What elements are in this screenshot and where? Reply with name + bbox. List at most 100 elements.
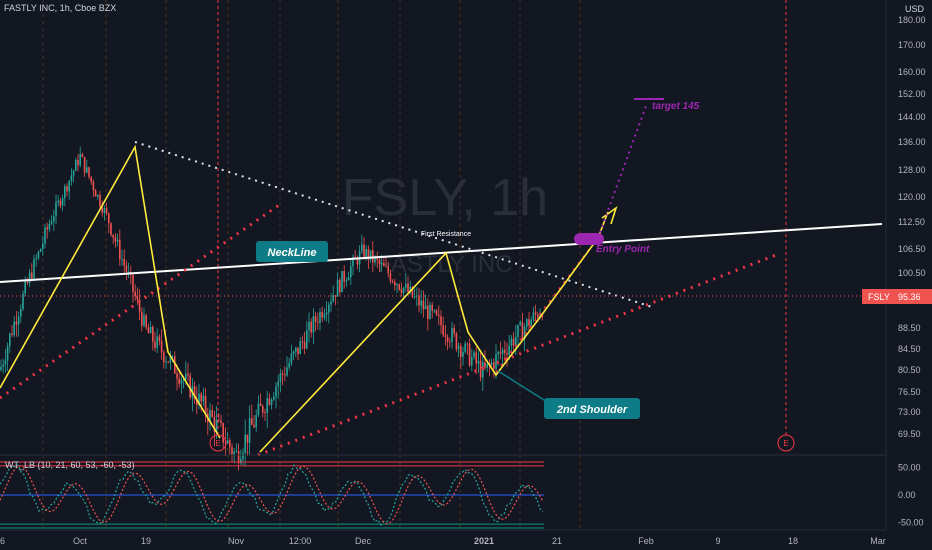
price-tick-label: 112.50 [898, 217, 925, 227]
candle-body [24, 281, 26, 294]
candle-body [306, 330, 308, 349]
time-tick-label: 2021 [474, 536, 494, 546]
candle-body [165, 361, 167, 363]
candle-body [365, 248, 367, 258]
target-label: target 145 [652, 101, 700, 112]
shoulder-callout[interactable] [544, 398, 640, 419]
price-tick-label: 73.00 [898, 407, 921, 417]
candle-body [83, 156, 86, 173]
candle-body [42, 243, 44, 250]
candle-body [204, 395, 207, 414]
candle-body [383, 262, 385, 266]
price-axis[interactable] [886, 0, 932, 550]
candle-body [185, 373, 187, 380]
price-tick-label: 106.50 [898, 244, 926, 254]
candle-body [121, 259, 123, 260]
candle-body [504, 349, 506, 354]
time-tick-label: 12:00 [289, 536, 312, 546]
candle-body [90, 176, 92, 182]
candle-body [262, 406, 264, 413]
candle-body [394, 281, 396, 286]
time-axis[interactable] [0, 530, 932, 550]
candle-body [339, 279, 341, 293]
first-resistance-label: First Resistance [421, 231, 471, 238]
candle-body [431, 304, 433, 311]
candle-body [308, 321, 310, 331]
earnings-marker-2[interactable] [777, 434, 795, 452]
candle-body [277, 381, 279, 387]
candle-body [255, 415, 257, 428]
candle-body [440, 316, 442, 326]
candle-body [103, 208, 106, 213]
entry-point-marker[interactable] [574, 233, 604, 245]
neckline-callout[interactable] [256, 241, 328, 262]
candle-body [213, 416, 216, 432]
earnings-marker-1-label: E [215, 439, 220, 448]
candle-body [372, 250, 374, 263]
candle-body [323, 314, 326, 318]
candle-body [224, 442, 227, 444]
candle-body [347, 277, 350, 281]
candle-body [233, 451, 235, 455]
time-tick-label: 18 [788, 536, 798, 546]
price-tick-label: 160.00 [898, 67, 926, 77]
candle-body [266, 398, 268, 414]
candle-body [317, 321, 319, 323]
candle-body [380, 262, 383, 265]
candle-body [387, 266, 389, 274]
candle-body [149, 327, 152, 334]
candle-body [427, 305, 429, 320]
candle-body [235, 450, 238, 452]
oscillator-pane [0, 461, 544, 529]
left-trend-dotted-line[interactable] [0, 201, 283, 400]
candle-body [116, 239, 119, 242]
candle-body [174, 356, 176, 374]
candle-body [218, 419, 220, 421]
candle-body [240, 459, 242, 464]
candle-body [400, 289, 403, 294]
candle-body [119, 239, 121, 260]
candle-body [242, 453, 244, 460]
osc-tick-label: 50.00 [898, 463, 921, 473]
candle-body [180, 379, 183, 384]
left-shoulder-path[interactable] [0, 144, 221, 439]
candle-body [105, 208, 108, 214]
candle-body [125, 265, 128, 273]
candle-body [435, 310, 438, 315]
candle-body [158, 336, 161, 341]
price-tick-label: 100.50 [898, 268, 926, 278]
candle-body [290, 353, 293, 364]
candle-body [510, 338, 513, 346]
candle-body [237, 450, 240, 464]
candle-body [22, 293, 24, 309]
last-price-badge [862, 289, 932, 304]
neckline-line[interactable] [0, 223, 883, 283]
candle-body [336, 279, 339, 297]
candle-body [275, 386, 277, 397]
candle-body [220, 420, 222, 424]
candle-body [407, 283, 409, 293]
candle-body [167, 361, 169, 363]
price-tick-label: 69.50 [898, 429, 921, 439]
candle-body [341, 271, 343, 293]
candle-body [127, 272, 130, 273]
candle-body [112, 234, 114, 238]
candle-body [44, 227, 46, 244]
candle-body [4, 360, 7, 365]
last-price-label[interactable]: FSLY 95.36 [862, 289, 932, 304]
earnings-marker-1[interactable] [209, 434, 227, 452]
candle-body [145, 315, 147, 328]
candle-body [288, 363, 290, 368]
candle-body [68, 180, 70, 192]
candle-body [523, 326, 526, 339]
earnings-marker-2-label: E [783, 439, 788, 448]
candle-body [97, 194, 99, 197]
candle-body [86, 167, 88, 173]
candle-body [134, 291, 136, 297]
candle-body [141, 311, 143, 326]
candle-body [526, 319, 528, 327]
candle-body [169, 356, 172, 363]
price-tick-label: 84.50 [898, 344, 921, 354]
chart-title: FASTLY INC, 1h, Cboe BZX [4, 3, 117, 13]
